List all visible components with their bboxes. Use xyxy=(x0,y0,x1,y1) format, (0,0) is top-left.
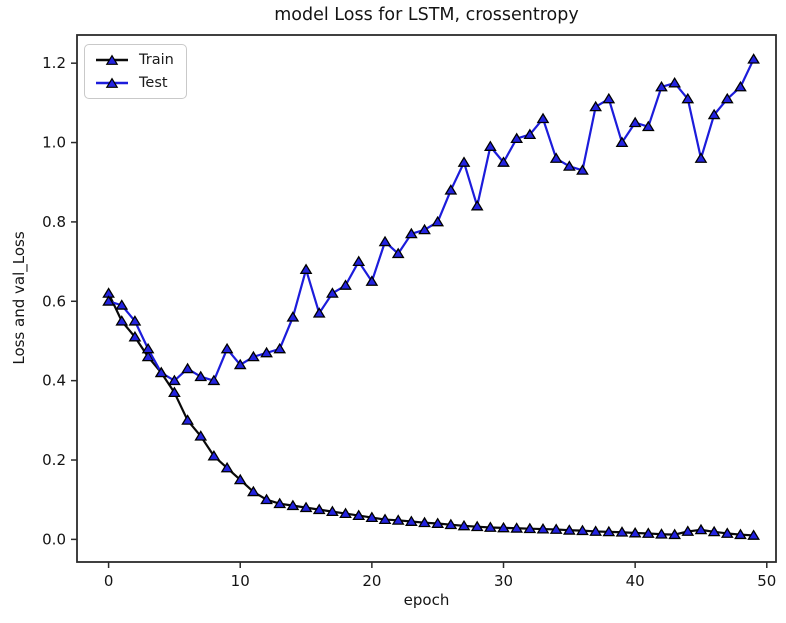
test-markers xyxy=(102,53,760,386)
train-line-sample-icon xyxy=(96,54,128,65)
legend-item-test: Test xyxy=(94,75,174,91)
plot-frame xyxy=(76,34,777,563)
y-axis-label: Loss and val_Loss xyxy=(10,231,28,365)
x-tick-label: 50 xyxy=(757,572,776,590)
x-tick-label: 40 xyxy=(626,572,645,590)
y-tick-label: 0.2 xyxy=(42,451,66,469)
x-tick-label: 20 xyxy=(362,572,381,590)
x-tick-label: 0 xyxy=(104,572,114,590)
legend-item-train: Train xyxy=(94,52,174,68)
y-tick-label: 0.8 xyxy=(42,213,66,231)
test-line-sample-icon xyxy=(96,77,128,88)
y-tick-label: 1.0 xyxy=(42,134,66,152)
y-tick-label: 0.4 xyxy=(42,372,66,390)
train-line xyxy=(107,292,754,537)
legend-marker-icon xyxy=(105,54,119,65)
y-tick-label: 0.0 xyxy=(42,530,66,548)
legend-label-train: Train xyxy=(139,52,174,68)
y-tick-label: 1.2 xyxy=(42,54,66,72)
x-tick-label: 10 xyxy=(231,572,250,590)
legend: Train Test xyxy=(84,44,187,99)
y-tick-label: 0.6 xyxy=(42,292,66,310)
legend-marker-icon xyxy=(105,77,119,88)
x-axis-label: epoch xyxy=(403,591,450,609)
legend-label-test: Test xyxy=(139,75,168,91)
x-tick-label: 30 xyxy=(494,572,513,590)
test-line xyxy=(108,58,755,382)
train-markers xyxy=(102,287,760,540)
chart-title: model Loss for LSTM, crossentropy xyxy=(274,5,579,25)
